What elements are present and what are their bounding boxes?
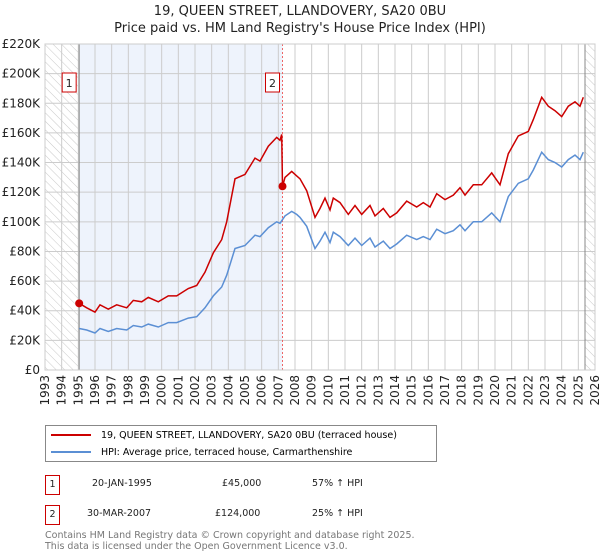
x-tick-label: 2007	[271, 375, 285, 406]
x-tick-label: 2010	[321, 375, 335, 406]
hatched-region-after	[585, 44, 595, 370]
property-price-line	[78, 95, 585, 314]
y-tick-label: £100K	[2, 215, 42, 229]
sale-marker-label: 1	[66, 77, 73, 90]
x-tick-label: 1994	[55, 375, 69, 406]
legend: 19, QUEEN STREET, LLANDOVERY, SA20 0BU (…	[45, 425, 437, 462]
x-tick-label: 2008	[288, 375, 302, 406]
y-tick-label: £40K	[9, 304, 41, 318]
sale-marker-label: 2	[269, 77, 276, 90]
x-tick-label: 2004	[221, 375, 235, 406]
y-tick-label: £60K	[9, 274, 41, 288]
x-tick-label: 2000	[155, 375, 169, 406]
transaction-date: 20-JAN-1995	[92, 478, 152, 489]
x-tick-label: 2023	[538, 375, 552, 406]
transaction-price: £45,000	[222, 478, 262, 489]
x-tick-label: 2012	[355, 375, 369, 406]
marker-badge: 2	[45, 505, 60, 525]
x-tick-label: 2021	[505, 375, 519, 406]
y-tick-label: £200K	[2, 67, 42, 81]
legend-label: 19, QUEEN STREET, LLANDOVERY, SA20 0BU (…	[101, 429, 397, 441]
x-tick-label: 2026	[588, 375, 600, 406]
sale-point-1	[75, 299, 84, 308]
legend-item-property: 19, QUEEN STREET, LLANDOVERY, SA20 0BU (…	[51, 427, 397, 443]
x-tick-label: 2019	[471, 375, 485, 406]
x-tick-label: 2022	[521, 375, 535, 406]
sale-marker-box-2	[265, 72, 280, 93]
x-tick-label: 2002	[188, 375, 202, 406]
sale-marker-box-1	[61, 72, 77, 93]
x-tick-label: 2016	[421, 375, 435, 406]
x-tick-label: 2025	[571, 375, 585, 406]
transaction-row: 1 20-JAN-1995 £45,000 57% ↑ HPI	[45, 475, 445, 495]
x-tick-label: 2017	[438, 375, 452, 406]
x-tick-label: 2001	[171, 375, 185, 406]
chart-subtitle: Price paid vs. HM Land Registry's House …	[114, 21, 486, 36]
x-tick-label: 2013	[371, 375, 385, 406]
transaction-row: 2 30-MAR-2007 £124,000 25% ↑ HPI	[45, 505, 445, 525]
chart-title: 19, QUEEN STREET, LLANDOVERY, SA20 0BU	[153, 4, 447, 19]
y-tick-label: £180K	[2, 96, 42, 110]
x-tick-label: 2014	[388, 375, 402, 406]
y-tick-label: £140K	[2, 156, 42, 170]
transaction-hpi: 57% ↑ HPI	[312, 478, 363, 489]
x-tick-label: 2015	[405, 375, 419, 406]
legend-item-hpi: HPI: Average price, terraced house, Carm…	[51, 444, 352, 460]
y-tick-label: £220K	[2, 37, 42, 51]
transaction-hpi: 25% ↑ HPI	[312, 508, 363, 519]
y-tick-label: £120K	[2, 185, 42, 199]
footer-licence: This data is licensed under the Open Gov…	[45, 541, 348, 552]
x-tick-label: 1999	[138, 375, 152, 406]
x-tick-label: 2024	[555, 375, 569, 406]
x-tick-label: 1998	[121, 375, 135, 406]
plot-frame	[44, 43, 596, 371]
ownership-shading	[79, 44, 283, 370]
x-tick-label: 2020	[488, 375, 502, 406]
x-tick-label: 2005	[238, 375, 252, 406]
x-tick-label: 1995	[71, 375, 85, 406]
x-tick-label: 2003	[205, 375, 219, 406]
y-tick-label: £20K	[9, 333, 41, 347]
x-tick-label: 2009	[305, 375, 319, 406]
marker-badge: 1	[45, 475, 60, 495]
y-tick-label: £80K	[9, 244, 41, 258]
transaction-price: £124,000	[215, 508, 261, 519]
price-chart: £0 £20K £40K £60K £80K £100K £120K £140K £160K £1…	[2, 37, 600, 406]
y-tick-label: £160K	[2, 126, 42, 140]
footer-copyright: Contains HM Land Registry data © Crown c…	[45, 530, 415, 541]
legend-label: HPI: Average price, terraced house, Carm…	[101, 446, 353, 458]
transaction-date: 30-MAR-2007	[87, 508, 152, 519]
hpi-line	[79, 150, 584, 334]
x-tick-label: 2011	[338, 375, 352, 406]
sale-point-2	[278, 182, 287, 191]
x-tick-label: 1996	[88, 375, 102, 406]
x-tick-label: 2006	[255, 375, 269, 406]
legend-swatch-red	[51, 434, 91, 436]
x-tick-label: 2018	[455, 375, 469, 406]
x-tick-label: 1993	[38, 375, 52, 406]
y-tick-label: £0	[25, 363, 40, 377]
legend-swatch-blue	[51, 451, 91, 453]
x-tick-label: 1997	[105, 375, 119, 406]
